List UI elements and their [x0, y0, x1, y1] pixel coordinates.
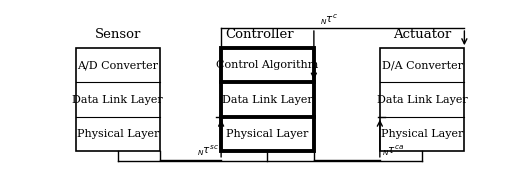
Text: Physical Layer: Physical Layer [381, 129, 463, 139]
Text: Sensor: Sensor [95, 28, 141, 41]
Text: Physical Layer: Physical Layer [77, 129, 159, 139]
Text: Actuator: Actuator [393, 28, 451, 41]
Text: Controller: Controller [225, 28, 294, 41]
Text: Control Algorithm: Control Algorithm [217, 60, 319, 70]
Text: $_{N}\tau^{ca}$: $_{N}\tau^{ca}$ [382, 144, 404, 158]
Text: Data Link Layer: Data Link Layer [377, 95, 468, 105]
Text: A/D Converter: A/D Converter [77, 60, 159, 70]
Text: D/A Converter: D/A Converter [381, 60, 463, 70]
Text: $_{N}\tau^{sc}$: $_{N}\tau^{sc}$ [197, 144, 219, 158]
Text: Data Link Layer: Data Link Layer [72, 95, 163, 105]
Bar [76, 48, 160, 151]
Text: $_{N}\tau^{c}$: $_{N}\tau^{c}$ [320, 13, 338, 27]
Text: Physical Layer: Physical Layer [226, 129, 309, 139]
Bar [380, 48, 464, 151]
Text: Data Link Layer: Data Link Layer [222, 95, 313, 105]
Bar [221, 48, 314, 151]
